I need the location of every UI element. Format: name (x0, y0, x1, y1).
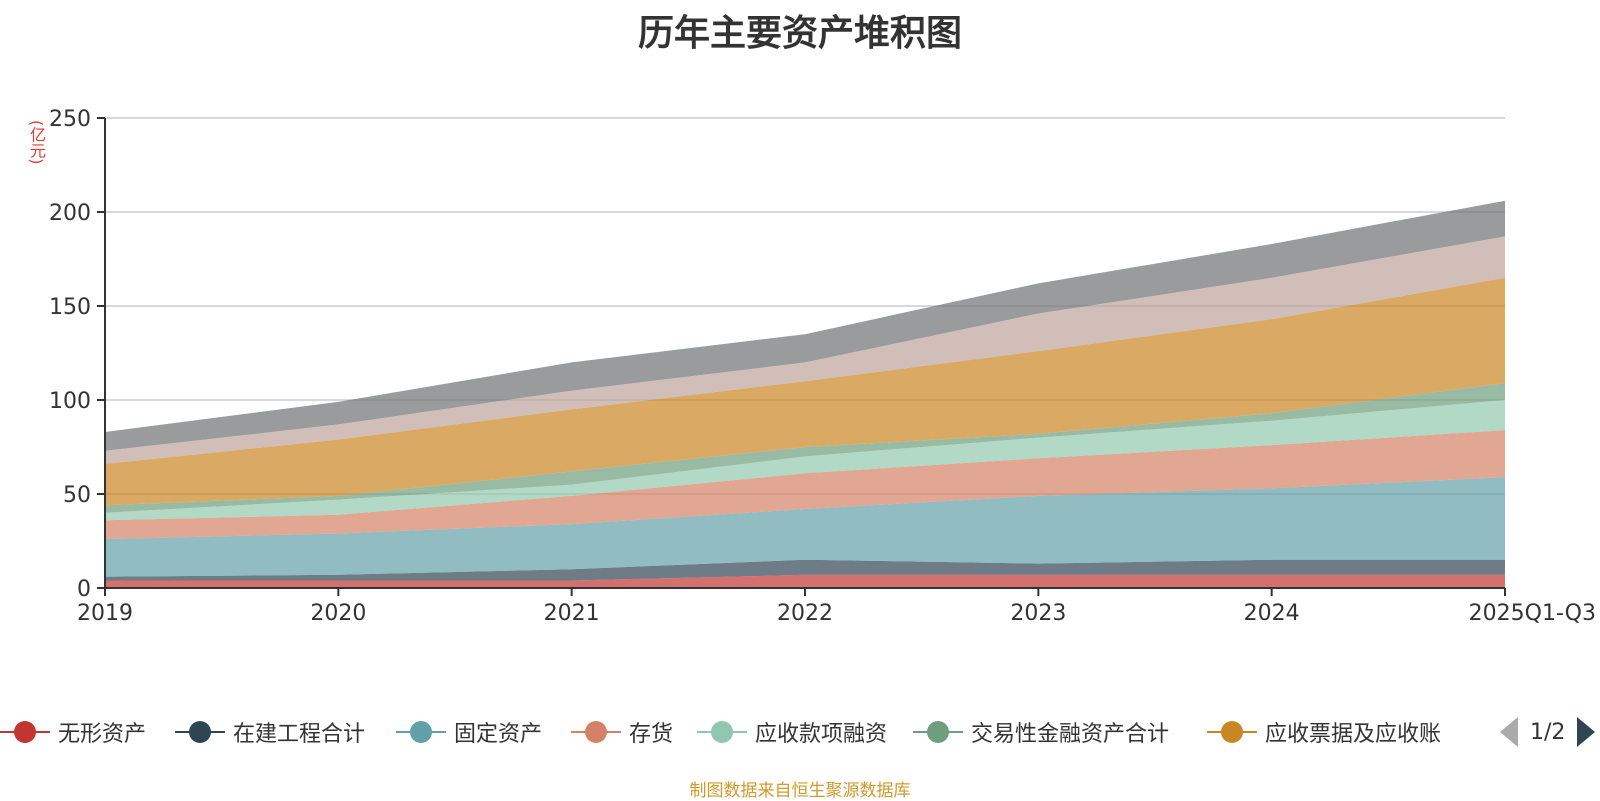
legend-label: 存货 (629, 722, 674, 747)
x-tick-label: 2022 (777, 601, 833, 626)
legend: 无形资产 在建工程合计 固定资产 存货 应收款项融资 交易性金融资产合计 应收票据及应收账 (0, 712, 1600, 752)
legend-item[interactable]: 交易性金融资产合计 (913, 712, 1169, 752)
legend-symbol-icon (175, 720, 225, 744)
y-tick-label: 0 (77, 577, 91, 602)
legend-label: 无形资产 (58, 722, 147, 747)
area-series-6[interactable] (105, 277, 1505, 506)
y-tick-label: 150 (49, 295, 91, 320)
y-tick-label: 200 (49, 201, 91, 226)
legend-symbol-icon (1207, 720, 1257, 744)
legend-pager: 1/2 (1500, 712, 1596, 752)
x-tick-label: 2020 (310, 601, 366, 626)
area-series-1[interactable] (105, 559, 1505, 581)
legend-item[interactable]: 在建工程合计 (175, 712, 365, 752)
area-series-0[interactable] (105, 574, 1505, 588)
area-chart: 0 50 100 150 200 250 2019 2020 2021 2022 2023 2024 2… (49, 107, 1596, 626)
legend-next-icon[interactable] (1577, 717, 1596, 747)
legend-item[interactable]: 固定资产 (396, 712, 542, 752)
legend-symbol-icon (697, 720, 747, 744)
data-source-note: 制图数据来自恒生聚源数据库 (689, 781, 911, 801)
area-series-5[interactable] (105, 383, 1505, 513)
legend-item[interactable]: 应收款项融资 (697, 712, 887, 752)
legend-label: 应收款项融资 (755, 722, 888, 747)
legend-label: 在建工程合计 (233, 722, 366, 747)
legend-symbol-icon (396, 720, 446, 744)
x-tick-label: 2025Q1-Q3 (1469, 601, 1596, 626)
legend-prev-icon[interactable] (1500, 717, 1518, 747)
tick-labels: 0 50 100 150 200 250 2019 2020 2021 2022 2023 2024 2… (49, 107, 1596, 626)
y-tick-label: 250 (49, 107, 91, 132)
x-tick-label: 2024 (1244, 601, 1300, 626)
area-series-3[interactable] (105, 430, 1505, 540)
y-tick-label: 50 (63, 483, 91, 508)
area-series-2[interactable] (105, 477, 1505, 577)
legend-symbol-icon (571, 720, 621, 744)
legend-item[interactable]: 无形资产 (0, 712, 146, 752)
legend-page-indicator: 1/2 (1530, 719, 1566, 745)
x-tick-label: 2023 (1010, 601, 1066, 626)
area-series-7[interactable] (105, 236, 1505, 464)
stacked-areas (105, 200, 1505, 588)
y-tick-label: 100 (49, 389, 91, 414)
x-tick-label: 2021 (544, 601, 600, 626)
area-series-4[interactable] (105, 400, 1505, 521)
legend-label: 应收票据及应收账 (1265, 722, 1442, 747)
legend-label: 固定资产 (454, 722, 543, 747)
axes (97, 117, 1506, 596)
legend-symbol-icon (913, 720, 963, 744)
chart-title: 历年主要资产堆积图 (637, 13, 962, 54)
legend-symbol-icon (0, 720, 50, 744)
area-series-8[interactable] (105, 200, 1505, 451)
legend-label: 交易性金融资产合计 (971, 722, 1170, 747)
legend-item[interactable]: 存货 (571, 712, 673, 752)
y-axis-unit: (亿元) (27, 120, 46, 165)
x-tick-label: 2019 (77, 601, 133, 626)
legend-item[interactable]: 应收票据及应收账 (1207, 712, 1441, 752)
